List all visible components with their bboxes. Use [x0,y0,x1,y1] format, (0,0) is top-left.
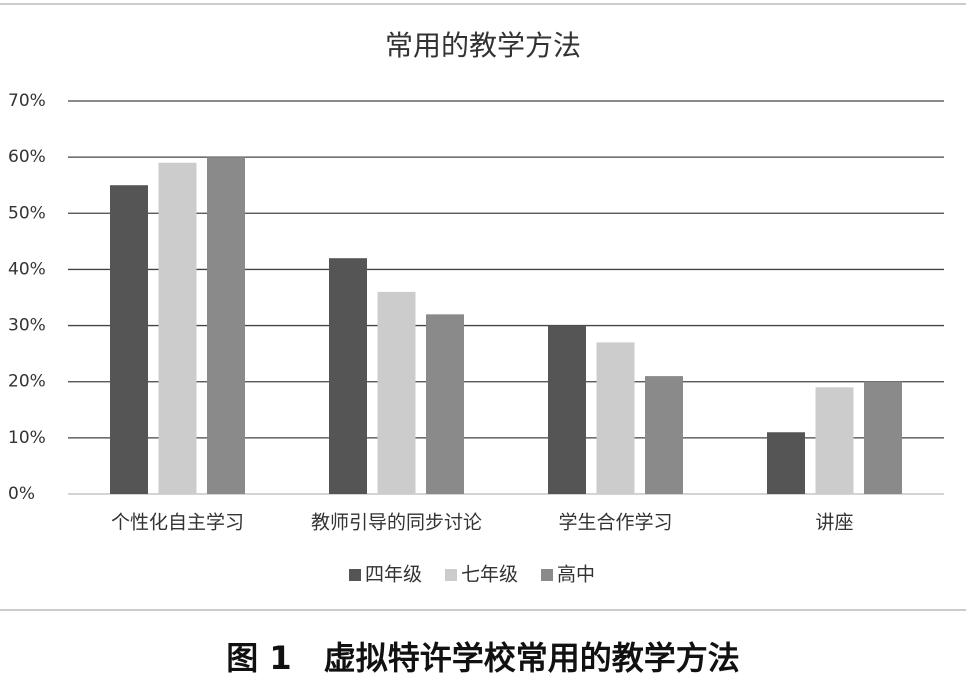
y-tick-label: 10% [8,428,46,448]
legend-swatch [541,569,553,581]
legend-label: 四年级 [365,564,422,586]
y-tick-label: 20% [8,372,46,392]
x-tick-label: 教师引导的同步讨论 [311,512,482,534]
bar [207,157,245,494]
x-tick-label: 学生合作学习 [558,512,672,534]
bar [548,325,586,494]
x-tick-label: 个性化自主学习 [111,512,244,534]
y-tick-label: 70% [8,91,46,111]
bar [377,291,416,494]
legend-swatch [349,569,361,581]
y-tick-label: 40% [8,259,46,279]
legend-label: 七年级 [461,564,518,586]
x-tick-label: 讲座 [815,512,853,534]
bar [645,376,683,494]
bar [596,342,635,494]
bar [815,387,854,494]
bar [767,432,805,494]
bar [864,381,902,494]
legend-swatch [445,569,457,581]
figure-caption: 图 1 虚拟特许学校常用的教学方法 [226,639,739,677]
bar [426,314,464,494]
bar [329,258,367,494]
chart-title: 常用的教学方法 [385,29,581,62]
bar [110,185,148,494]
legend-label: 高中 [557,564,595,586]
y-tick-label: 50% [8,203,46,223]
bar [158,162,197,494]
y-tick-label: 60% [8,147,46,167]
y-tick-label: 30% [8,316,46,336]
y-tick-label: 0% [8,484,35,504]
